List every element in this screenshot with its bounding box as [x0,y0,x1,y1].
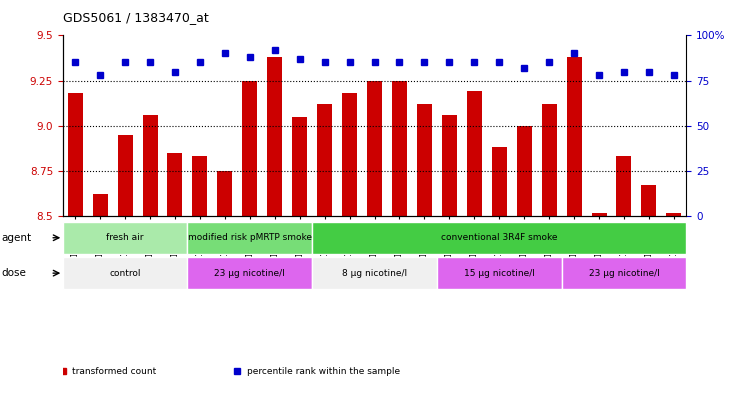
Bar [142,115,157,216]
Bar [312,257,437,289]
Text: 8 µg nicotine/l: 8 µg nicotine/l [342,269,407,277]
Text: agent: agent [1,233,32,243]
Bar [63,257,187,289]
Text: fresh air: fresh air [106,233,144,242]
Bar [168,153,182,216]
Text: control: control [109,269,141,277]
Bar [267,57,282,216]
Bar [666,213,681,216]
Bar [616,156,632,216]
Bar [187,257,312,289]
Bar [242,81,258,216]
Bar [292,117,307,216]
Text: percentile rank within the sample: percentile rank within the sample [246,367,400,376]
Bar [117,135,133,216]
Bar [542,104,556,216]
Bar [492,147,507,216]
Bar [567,57,582,216]
Text: conventional 3R4F smoke: conventional 3R4F smoke [441,233,557,242]
Bar [417,104,432,216]
Bar [562,257,686,289]
Bar [187,222,312,254]
Bar [317,104,332,216]
Bar [312,222,686,254]
Bar [392,81,407,216]
Bar [342,93,357,216]
Bar [592,213,607,216]
Text: 23 µg nicotine/l: 23 µg nicotine/l [589,269,659,277]
Bar [93,195,108,216]
Text: dose: dose [1,268,27,278]
Text: transformed count: transformed count [72,367,156,376]
Bar [442,115,457,216]
Bar [218,171,232,216]
Bar [517,126,531,216]
Bar [63,222,187,254]
Bar [467,92,482,216]
Bar [367,81,382,216]
Text: GDS5061 / 1383470_at: GDS5061 / 1383470_at [63,11,208,24]
Bar [68,93,83,216]
Text: modified risk pMRTP smoke: modified risk pMRTP smoke [187,233,312,242]
Text: 23 µg nicotine/l: 23 µg nicotine/l [215,269,285,277]
Bar [641,185,656,216]
Bar [437,257,562,289]
Bar [193,156,207,216]
Text: 15 µg nicotine/l: 15 µg nicotine/l [463,269,535,277]
